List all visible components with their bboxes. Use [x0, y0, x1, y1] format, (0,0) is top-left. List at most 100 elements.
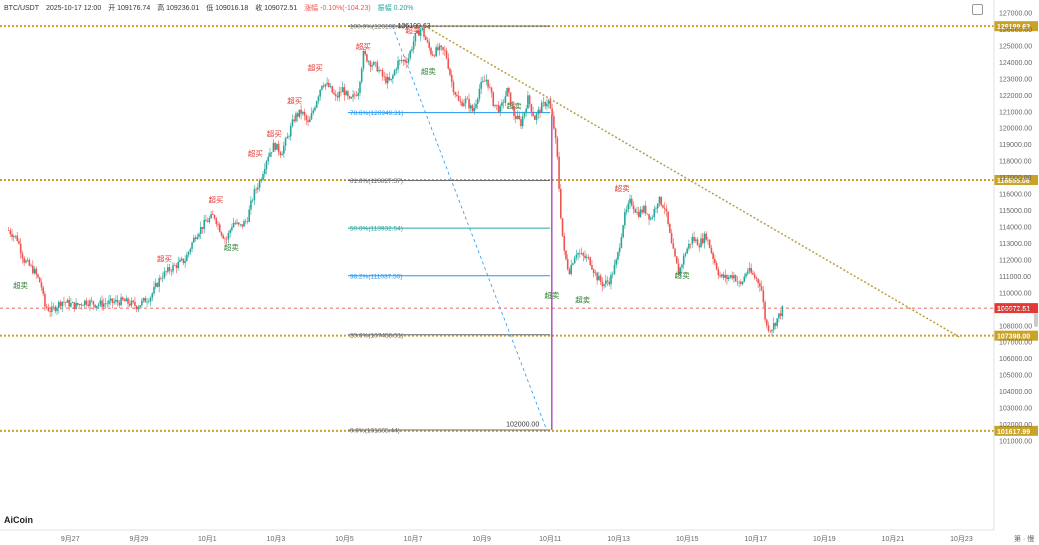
price-tick-label: 113000.00 [999, 241, 1032, 248]
corner-label[interactable]: 第 · 慢 [1014, 536, 1035, 543]
candle-body [447, 58, 450, 69]
candle-body [310, 113, 313, 120]
candle-body [734, 275, 737, 282]
candle-body [431, 54, 434, 56]
candle-body [437, 47, 439, 51]
time-tick-label: 10月23 [950, 535, 973, 543]
candle-body [128, 303, 131, 306]
candle-body [379, 70, 382, 71]
datetime-label: 2025-10-17 12:00 [45, 5, 102, 12]
candle-body [158, 278, 160, 287]
candle-body [561, 218, 564, 237]
low-value: 低 109016.18 [206, 5, 249, 12]
candle-body [660, 196, 662, 206]
price-tick-label: 101000.00 [999, 439, 1032, 446]
candle-body [322, 85, 325, 87]
candle-body [653, 208, 656, 218]
signal-label: 超卖 [615, 184, 630, 193]
price-tick-label: 108000.00 [999, 323, 1032, 330]
candles [7, 24, 784, 337]
level-badge [994, 175, 1038, 186]
candle-body [525, 108, 527, 112]
fibonacci-retracement: 100.0%(126199.63) 78.6%(120949.31) 61.8%(1… [347, 24, 551, 435]
candle-body [753, 274, 756, 278]
candle-body [258, 180, 261, 188]
candle-body [238, 222, 240, 225]
candle-body [312, 110, 315, 114]
candle-body [580, 253, 583, 254]
candle-body [675, 256, 678, 264]
candle-body [260, 179, 263, 181]
candle-body [390, 78, 392, 81]
price-tick-label: 104000.00 [999, 389, 1032, 396]
candle-body [118, 302, 121, 306]
candle-body [570, 264, 572, 275]
candle-body [40, 282, 43, 288]
fib-level-label: 38.2%(111037.50) [350, 273, 403, 280]
candle-body [514, 115, 517, 120]
candle-body [194, 237, 197, 240]
candle-body [511, 105, 514, 107]
candle-body [132, 300, 135, 302]
candle-body [231, 227, 233, 231]
candle-body [464, 98, 467, 104]
candle-body [251, 200, 254, 201]
candle-body [38, 277, 41, 283]
candle-body [75, 302, 77, 310]
candle-body [726, 275, 728, 279]
candle-body [350, 97, 353, 99]
candle-body [308, 119, 311, 123]
price-axis[interactable]: 101000.00 102000.00 103000.00 104000.00 1050… [993, 0, 1032, 530]
signal-label: 超卖 [507, 101, 522, 110]
candle-body [492, 92, 495, 107]
candle-body [139, 305, 141, 308]
time-axis[interactable]: 9月27 9月29 10月1 10月3 10月5 10月7 10月9 10月11 10月13 10… [0, 529, 994, 543]
candle-body [161, 277, 164, 279]
candle-body [582, 253, 585, 256]
candle-body [738, 281, 740, 283]
candle-body [760, 286, 763, 291]
candle-body [338, 91, 341, 98]
scroll-handle[interactable] [1034, 313, 1038, 327]
time-tick-label: 9月29 [129, 535, 148, 543]
candle-body [494, 104, 496, 107]
candle-body [201, 226, 204, 229]
candle-body [669, 223, 671, 233]
symbol-label[interactable]: BTC/USDT [4, 5, 39, 12]
candle-body [362, 50, 365, 69]
candle-body [274, 142, 276, 150]
candle-body [398, 60, 401, 61]
candle-body [213, 215, 216, 219]
candle-body [248, 209, 250, 222]
candle-body [82, 305, 84, 306]
candle-body [774, 323, 777, 326]
candle-body [551, 108, 553, 116]
candle-body [705, 233, 708, 240]
candle-body [629, 198, 631, 204]
candle-body [601, 281, 604, 287]
candle-body [26, 259, 29, 261]
candle-body [80, 304, 83, 306]
candle-body [610, 274, 612, 285]
price-tick-label: 119000.00 [999, 142, 1032, 149]
candle-body [779, 313, 782, 316]
time-tick-label: 10月1 [198, 535, 217, 543]
candle-body [414, 33, 417, 42]
candle-body [746, 271, 749, 274]
candle-body [648, 214, 650, 220]
candle-body [663, 207, 666, 209]
candle-body [468, 99, 470, 109]
candle-body [250, 200, 252, 210]
candle-body [650, 217, 652, 220]
settings-icon[interactable] [972, 4, 983, 15]
candle-body [651, 217, 654, 218]
candle-body [345, 91, 347, 96]
candle-body [485, 79, 488, 82]
candle-body [700, 238, 702, 248]
candle-body [70, 303, 72, 307]
price-tick-label: 118000.00 [999, 159, 1032, 166]
candle-body [331, 86, 334, 93]
candle-body [717, 269, 720, 276]
candle-body [719, 275, 721, 277]
